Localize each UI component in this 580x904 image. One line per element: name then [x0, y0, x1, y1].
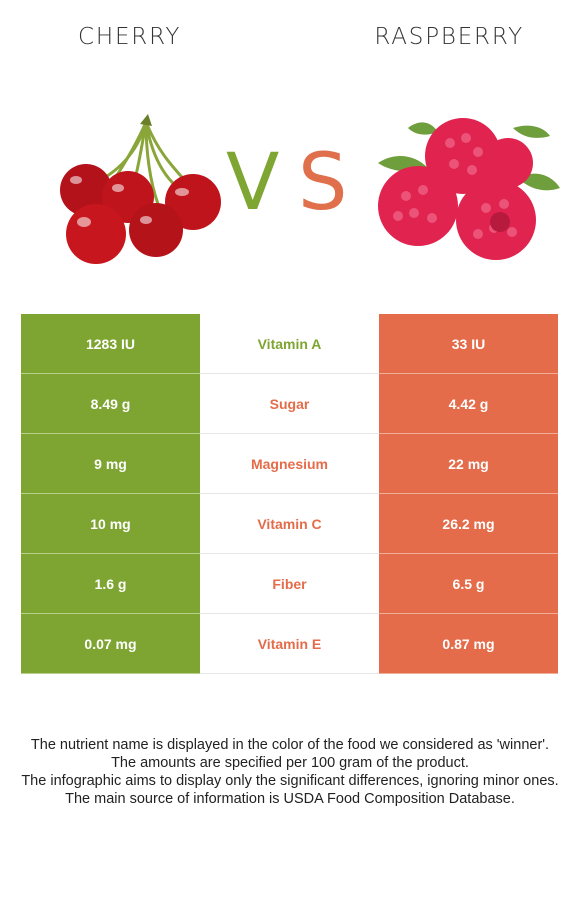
- raspberry-value: 22 mg: [379, 433, 558, 494]
- nutrient-row: 1283 IU Vitamin A 33 IU: [21, 314, 558, 374]
- cherry-value: 9 mg: [21, 433, 200, 494]
- nutrient-name: Vitamin C: [200, 493, 379, 554]
- vs-label: V S: [222, 138, 352, 228]
- cherry-value: 1283 IU: [21, 314, 200, 374]
- nutrient-name: Fiber: [200, 553, 379, 614]
- nutrient-row: 0.07 mg Vitamin E 0.87 mg: [21, 613, 558, 674]
- raspberry-title: RASPBERRY: [374, 24, 524, 50]
- nutrient-row: 1.6 g Fiber 6.5 g: [21, 553, 558, 614]
- vs-s: S: [298, 138, 348, 228]
- cherry-title: CHERRY: [78, 24, 182, 50]
- vs-v: V: [226, 138, 280, 228]
- raspberry-value: 0.87 mg: [379, 613, 558, 674]
- footer-line: The infographic aims to display only the…: [21, 773, 559, 789]
- footer-line: The amounts are specified per 100 gram o…: [111, 755, 469, 771]
- raspberry-image: [378, 118, 560, 260]
- raspberry-value: 4.42 g: [379, 373, 558, 434]
- nutrient-row: 10 mg Vitamin C 26.2 mg: [21, 493, 558, 554]
- cherry-value: 8.49 g: [21, 373, 200, 434]
- raspberry-value: 33 IU: [379, 314, 558, 374]
- footer-line: The nutrient name is displayed in the co…: [30, 737, 550, 753]
- nutrient-name: Magnesium: [200, 433, 379, 494]
- nutrient-name: Vitamin E: [200, 613, 379, 674]
- cherry-value: 0.07 mg: [21, 613, 200, 674]
- raspberry-value: 6.5 g: [379, 553, 558, 614]
- nutrient-row: 9 mg Magnesium 22 mg: [21, 433, 558, 494]
- nutrient-name: Sugar: [200, 373, 379, 434]
- nutrient-row: 8.49 g Sugar 4.42 g: [21, 373, 558, 434]
- cherry-value: 10 mg: [21, 493, 200, 554]
- cherry-image: [60, 114, 221, 264]
- cherry-value: 1.6 g: [21, 553, 200, 614]
- footer-notes: The nutrient name is displayed in the co…: [20, 736, 560, 808]
- nutrient-name: Vitamin A: [200, 314, 379, 374]
- footer-line: The main source of information is USDA F…: [65, 791, 515, 807]
- raspberry-value: 26.2 mg: [379, 493, 558, 554]
